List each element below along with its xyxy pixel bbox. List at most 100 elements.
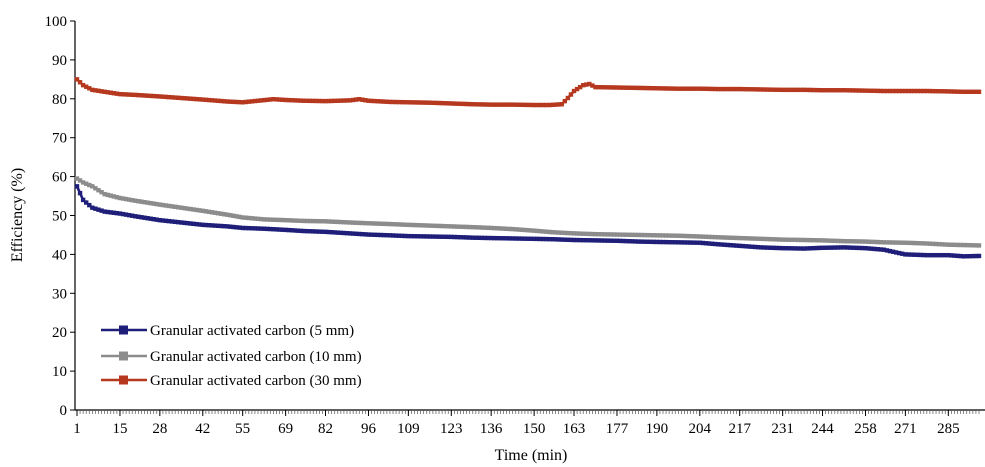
data-point — [590, 231, 595, 237]
data-point — [826, 245, 831, 250]
y-axis-title: Efficiency (%) — [9, 168, 26, 262]
data-point — [209, 223, 215, 228]
data-point — [406, 222, 411, 228]
data-point — [967, 243, 972, 248]
data-point — [881, 247, 887, 252]
data-point — [84, 181, 89, 186]
data-point — [909, 240, 914, 246]
data-point — [151, 201, 156, 206]
y-tick-label: 0 — [60, 403, 68, 419]
data-point — [353, 220, 359, 225]
data-point — [188, 206, 193, 212]
data-point — [179, 205, 184, 210]
data-point — [829, 245, 834, 250]
data-point — [768, 236, 773, 242]
data-point — [528, 228, 534, 233]
data-point — [507, 102, 512, 107]
data-point — [936, 241, 942, 247]
x-tick-label: 163 — [563, 421, 586, 437]
data-point — [485, 235, 491, 241]
data-point — [722, 235, 727, 240]
data-point — [516, 227, 521, 232]
data-point — [317, 229, 322, 234]
data-point — [111, 210, 117, 215]
data-point — [126, 197, 132, 202]
data-point — [231, 213, 236, 219]
data-point — [473, 102, 479, 107]
data-point — [804, 87, 810, 93]
data-point — [933, 88, 939, 94]
legend-item-10mm: Granular activated carbon (10 mm) — [101, 349, 362, 365]
data-point — [544, 229, 549, 234]
data-point — [924, 88, 930, 94]
data-point — [666, 233, 672, 238]
data-point — [311, 229, 316, 234]
data-point — [439, 100, 445, 106]
data-point — [139, 199, 144, 204]
data-point — [301, 228, 307, 234]
data-point — [314, 218, 319, 224]
data-point — [654, 233, 660, 238]
data-point — [182, 96, 187, 101]
data-point — [709, 234, 715, 240]
data-point — [360, 231, 365, 237]
data-point — [823, 245, 828, 250]
data-point — [752, 244, 758, 250]
data-point — [890, 249, 896, 254]
data-point — [387, 221, 393, 227]
x-axis-title: Time (min) — [495, 447, 568, 464]
data-point — [709, 86, 715, 92]
data-point — [869, 239, 874, 245]
data-point — [795, 87, 801, 93]
data-point — [234, 225, 239, 230]
data-point — [602, 232, 607, 237]
data-point — [657, 239, 663, 245]
data-point — [682, 240, 687, 245]
data-point — [145, 200, 150, 205]
data-point — [939, 242, 945, 247]
data-point — [712, 86, 718, 92]
data-point — [240, 215, 245, 220]
data-point — [722, 242, 727, 247]
data-point — [172, 204, 178, 210]
data-point — [930, 252, 936, 258]
data-point — [473, 225, 479, 230]
data-point — [651, 86, 656, 91]
data-point — [623, 232, 629, 237]
series-1 — [74, 176, 982, 248]
data-point — [246, 225, 252, 231]
data-point — [372, 98, 377, 104]
data-point — [268, 217, 273, 222]
data-point — [114, 195, 120, 200]
data-point — [774, 237, 779, 242]
data-point — [381, 232, 387, 238]
data-point — [99, 189, 104, 195]
data-point — [709, 241, 715, 246]
data-point — [847, 239, 853, 244]
data-point — [323, 219, 328, 224]
data-point — [246, 215, 252, 221]
data-point — [87, 202, 92, 208]
data-point — [943, 89, 948, 94]
data-point — [430, 234, 436, 239]
x-tick-label: 136 — [480, 421, 503, 437]
data-point — [424, 234, 429, 239]
x-tick-label: 244 — [811, 421, 834, 437]
data-point — [789, 246, 795, 251]
data-point — [642, 85, 647, 91]
data-point — [955, 253, 960, 259]
data-point — [639, 85, 644, 91]
data-point — [525, 228, 531, 233]
data-point — [271, 96, 276, 102]
data-point — [774, 87, 779, 92]
data-point — [225, 212, 230, 217]
data-point — [556, 102, 561, 107]
data-point — [786, 87, 791, 93]
data-point — [409, 233, 414, 239]
data-point — [863, 88, 868, 93]
data-point — [590, 83, 595, 88]
data-point — [786, 237, 791, 242]
data-point — [252, 216, 258, 221]
data-point — [133, 198, 138, 203]
